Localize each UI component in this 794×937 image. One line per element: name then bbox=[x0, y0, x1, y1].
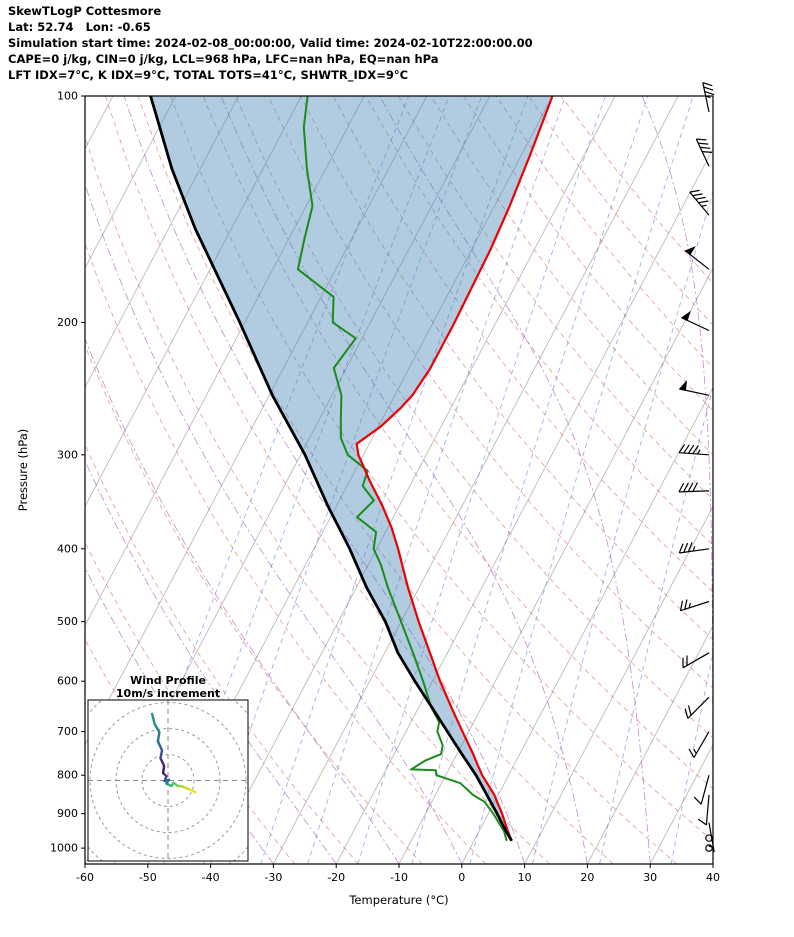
hodograph-trace-segment bbox=[159, 756, 166, 768]
temperature-axis-label: Temperature (°C) bbox=[348, 893, 448, 907]
pressure-tick-label: 200 bbox=[57, 316, 78, 329]
wind-barb bbox=[684, 696, 710, 719]
wind-barb bbox=[693, 775, 710, 805]
hodograph-ring bbox=[89, 702, 247, 859]
chart-title: SkewTLogP Cottesmore bbox=[8, 4, 162, 18]
hodograph-subtitle: 10m/s increment bbox=[116, 687, 220, 700]
hodograph-trace-segment bbox=[156, 740, 164, 752]
temperature-curve bbox=[355, 96, 554, 842]
temperature-axis: -60 -50 -40 -30 -20 -10 0 10 20 30 40 bbox=[76, 864, 720, 884]
wind-barb bbox=[678, 482, 710, 493]
pressure-tick-label: 1000 bbox=[50, 842, 78, 855]
temp-tick-label: 40 bbox=[706, 871, 720, 884]
temp-tick-label: 10 bbox=[518, 871, 532, 884]
hodograph-ring bbox=[115, 728, 221, 833]
temp-tick-label: 30 bbox=[643, 871, 657, 884]
pressure-axis-label: Pressure (hPa) bbox=[16, 429, 30, 512]
pressure-tick-label: 800 bbox=[57, 769, 78, 782]
wind-barb bbox=[678, 380, 710, 396]
wind-barb bbox=[688, 731, 710, 758]
wind-barbs bbox=[678, 82, 715, 853]
pressure-tick-label: 300 bbox=[57, 448, 78, 461]
wind-barb bbox=[708, 822, 715, 853]
hodograph-title: Wind Profile bbox=[130, 674, 206, 687]
wind-barb bbox=[678, 444, 710, 456]
pressure-tick-label: 500 bbox=[57, 615, 78, 628]
hodograph-border bbox=[87, 699, 249, 862]
plot-area bbox=[85, 96, 713, 864]
pressure-tick-label: 900 bbox=[57, 807, 78, 820]
wind-barb bbox=[678, 542, 710, 554]
wind-barb bbox=[684, 246, 710, 270]
cape-cin-line: CAPE=0 j/kg, CIN=0 j/kg, LCL=968 hPa, LF… bbox=[8, 52, 439, 66]
pressure-tick-label: 100 bbox=[57, 90, 78, 103]
cape-shade-region bbox=[150, 96, 553, 841]
temp-tick-label: 0 bbox=[458, 871, 465, 884]
wind-barb bbox=[702, 82, 715, 113]
temp-tick-label: -40 bbox=[202, 871, 220, 884]
hodograph-trace-segment bbox=[159, 749, 164, 760]
wind-barb bbox=[695, 138, 713, 167]
temp-tick-label: -60 bbox=[76, 871, 94, 884]
temp-tick-label: 20 bbox=[580, 871, 594, 884]
dewpoint-curve bbox=[296, 96, 508, 842]
wind-barb bbox=[689, 189, 710, 216]
wind-barb bbox=[679, 599, 710, 612]
stability-indices-line: LFT IDX=7°C, K IDX=9°C, TOTAL TOTS=41°C,… bbox=[8, 68, 409, 82]
wind-barb bbox=[705, 844, 713, 852]
simulation-time-line: Simulation start time: 2024-02-08_00:00:… bbox=[8, 36, 533, 50]
hodograph-ring bbox=[141, 754, 195, 807]
hodograph-trace-segment bbox=[150, 712, 156, 726]
pressure-tick-label: 600 bbox=[57, 675, 78, 688]
pressure-axis: 100 200 300 400 500 600 700 800 900 1000 bbox=[50, 90, 85, 855]
parcel-curve bbox=[149, 96, 513, 842]
temp-tick-label: -30 bbox=[264, 871, 282, 884]
pressure-tick-label: 400 bbox=[57, 542, 78, 555]
header-block: SkewTLogP Cottesmore Lat: 52.74 Lon: -0.… bbox=[8, 3, 533, 83]
temp-tick-label: -50 bbox=[139, 871, 157, 884]
wind-barb bbox=[682, 652, 710, 669]
wind-barb bbox=[680, 310, 710, 332]
station-coordinates: Lat: 52.74 Lon: -0.65 bbox=[8, 20, 151, 34]
wind-barb bbox=[697, 794, 710, 826]
temp-tick-label: -10 bbox=[390, 871, 408, 884]
hodograph-trace-segment bbox=[153, 723, 161, 734]
hodograph-trace-segment bbox=[156, 730, 161, 743]
temp-tick-label: -20 bbox=[327, 871, 345, 884]
pressure-tick-label: 700 bbox=[57, 725, 78, 738]
